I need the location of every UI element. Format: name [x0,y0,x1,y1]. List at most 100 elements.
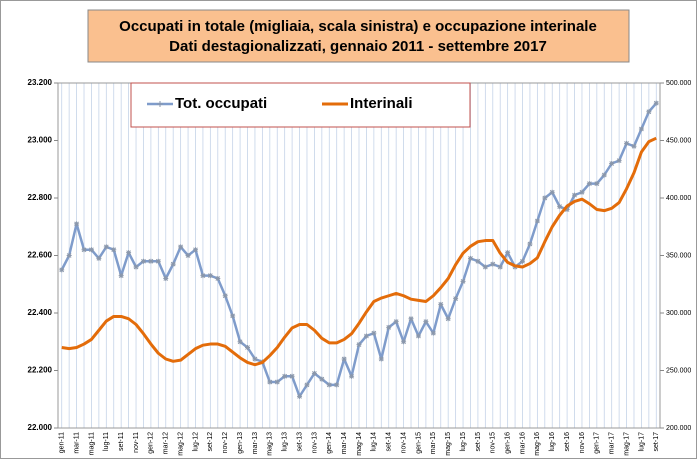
point-marker [274,379,280,385]
point-marker [185,253,191,258]
x-tick-label: lug-17 [638,432,645,452]
x-tick-label: set-16 [564,432,571,452]
point-marker [207,273,213,279]
point-marker [520,258,526,264]
x-tick-label: gen-12 [148,432,155,454]
point-marker [453,296,459,302]
y-tick-label: 22.800 [28,193,53,202]
point-marker [601,172,607,178]
x-tick-label: mar-16 [519,432,526,454]
point-marker [482,264,488,270]
point-marker [401,339,407,345]
x-tick-label: lug-13 [282,432,289,452]
point-marker [378,356,384,362]
x-tick-label: gen-16 [504,432,511,454]
point-marker [334,382,340,388]
series-line [61,136,657,367]
point-marker [624,140,630,146]
y2-tick-label: 450.000 [666,137,691,144]
point-marker [467,255,473,261]
x-tick-label: lug-15 [460,432,467,452]
point-marker [557,204,563,210]
point-marker [230,313,236,319]
x-tick-label: gen-11 [59,432,66,453]
x-tick-label: mar-17 [609,432,616,454]
point-marker [460,278,466,284]
legend-label: Interinali [350,95,413,112]
x-tick-label: mar-14 [341,432,348,454]
point-marker [81,247,87,253]
point-marker [148,258,154,264]
point-marker [88,247,94,253]
point-marker [59,267,65,273]
x-tick-label: set-15 [475,432,482,452]
point-marker [66,253,72,258]
y2-tick-label: 250.000 [666,367,691,374]
legend: Tot. occupati Interinali [147,95,413,112]
x-tick-label: gen-13 [237,432,244,454]
point-marker [140,258,146,264]
point-marker [341,356,347,362]
y2-tick-label: 200.000 [666,425,691,432]
point-marker [111,247,117,253]
point-marker [497,264,503,270]
point-marker [423,319,429,325]
point-marker [653,100,659,106]
point-marker [549,189,555,195]
point-marker [215,276,221,281]
point-marker [289,373,295,379]
y-tick-label: 22.000 [28,423,53,432]
point-marker [579,189,585,195]
point-marker [594,181,600,187]
point-marker [192,247,198,253]
point-marker [326,382,332,388]
point-marker [505,250,511,256]
x-tick-label: mag-13 [267,432,274,456]
x-tick-label: lug-12 [192,432,199,452]
point-marker [103,244,109,250]
y-tick-label: 22.400 [28,308,53,317]
point-marker [445,316,451,322]
point-marker [163,276,169,281]
point-marker [133,264,139,270]
point-marker [96,255,102,261]
y-tick-label: 23.200 [28,78,53,87]
x-tick-label: lug-11 [103,432,110,451]
y2-tick-label: 350.000 [666,252,691,259]
legend-box [130,82,471,128]
point-marker [490,261,496,267]
point-marker [356,342,362,348]
point-marker [438,301,444,307]
y-tick-label: 22.200 [28,366,53,375]
point-marker [237,339,243,345]
x-tick-label: nov-12 [222,432,229,454]
point-marker [534,218,540,224]
x-tick-label: mag-11 [88,432,95,455]
point-marker [74,221,80,227]
point-marker [118,273,124,279]
point-marker [267,379,273,385]
x-tick-label: nov-16 [579,432,586,454]
x-tick-label: set-17 [653,432,660,452]
point-marker [527,241,533,247]
point-marker [638,126,644,132]
x-tick-label: mar-11 [73,432,80,454]
x-tick-label: mag-12 [177,432,184,456]
point-marker [386,324,392,330]
point-marker [155,258,161,264]
y2-tick-label: 400.000 [666,195,691,202]
point-marker [415,333,421,339]
x-tick-label: set-11 [118,432,125,451]
legend-marker [157,101,163,107]
title-box [87,9,630,63]
x-tick-label: nov-14 [400,432,407,454]
x-tick-label: lug-16 [549,432,556,452]
point-marker [475,258,481,264]
point-marker [126,250,132,256]
point-marker [304,382,310,388]
point-marker [609,161,615,166]
point-marker [542,195,548,201]
chart-title: Occupati in totale (migliaia, scala sini… [119,18,597,35]
